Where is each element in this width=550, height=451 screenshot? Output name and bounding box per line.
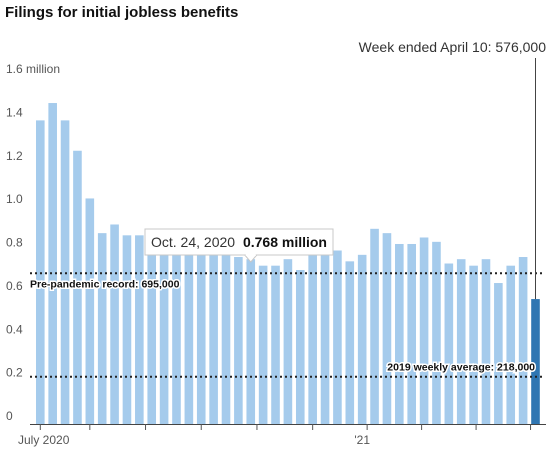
bar (320, 250, 330, 424)
bar (159, 241, 169, 424)
y-tick-label: 1.6 million (6, 62, 60, 76)
bar (97, 233, 107, 424)
x-tick-label: July 2020 (18, 433, 70, 447)
bar (209, 250, 218, 424)
y-tick-label: 0 (6, 409, 13, 423)
bar-highlight (531, 299, 540, 424)
bar (370, 228, 379, 424)
bar (333, 250, 342, 424)
bar (221, 254, 231, 424)
bars-group (36, 103, 540, 425)
x-tick-label: '21 (354, 433, 370, 447)
y-tick-label: 0.4 (6, 322, 23, 336)
tooltip-pointer (244, 254, 258, 263)
y-tick-label: 0.6 (6, 279, 23, 293)
bar (345, 261, 355, 424)
chart-title: Filings for initial jobless benefits (5, 4, 239, 21)
bar (147, 239, 157, 424)
y-tick-label: 1.2 (6, 149, 23, 163)
bar (122, 235, 132, 424)
bar (234, 257, 243, 424)
y-tick-label: 1.0 (6, 192, 23, 206)
axes-group: 0 0.2 0.4 0.6 0.8 1.0 1.2 1.4 1.6 million July 20… (6, 62, 546, 447)
bar (85, 198, 95, 424)
y-tick-label: 0.8 (6, 236, 23, 250)
bar (308, 250, 317, 424)
bar (469, 265, 478, 424)
bar (432, 241, 441, 424)
bar (419, 237, 429, 424)
bar (456, 259, 466, 424)
y-tick-label: 1.4 (6, 105, 23, 119)
y-tick-label: 0.2 (6, 366, 23, 380)
bar (271, 265, 280, 424)
bar (506, 265, 516, 424)
reference-lines-group: Pre-pandemic record: 695,000 2019 weekly … (29, 272, 542, 378)
bar (481, 259, 491, 424)
bar (36, 120, 45, 424)
reference-label: Pre-pandemic record: 695,000 (30, 278, 180, 290)
bar (258, 265, 268, 424)
tooltip-date: Oct. 24, 2020 (151, 234, 235, 250)
highlight-label: Week ended April 10: 576,000 (359, 39, 547, 55)
bar (73, 150, 82, 425)
bar (518, 257, 528, 424)
bar (110, 224, 119, 424)
bar (283, 259, 293, 424)
annotations-group: Week ended April 10: 576,000 Oct. 24, 202… (144, 39, 547, 300)
bar (494, 283, 503, 424)
bar (382, 233, 392, 424)
tooltip-box (144, 228, 334, 256)
bar (196, 254, 206, 424)
bar (135, 235, 144, 424)
bar (184, 250, 194, 424)
bar (48, 103, 57, 424)
reference-label: 2019 weekly average: 218,000 (387, 362, 535, 374)
tooltip-value: 0.768 million (243, 234, 327, 250)
bar (407, 243, 416, 424)
bar (444, 263, 454, 424)
bar (246, 259, 256, 424)
bar (295, 270, 305, 424)
bar (60, 120, 70, 424)
bar (357, 254, 367, 424)
bar (395, 243, 404, 424)
bar (172, 246, 181, 424)
